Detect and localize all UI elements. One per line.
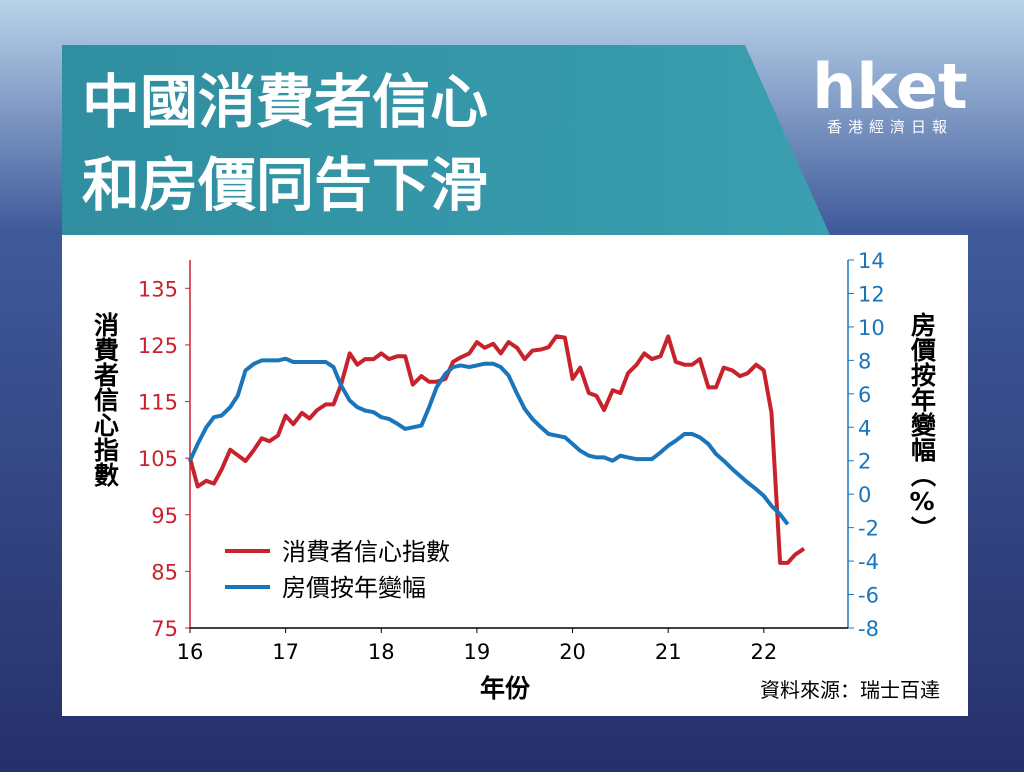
title-line: 和房價同告下滑 bbox=[82, 151, 488, 219]
y2-tick-label: -4 bbox=[858, 550, 879, 574]
logo-subtitle: 香港經濟日報 bbox=[827, 118, 953, 136]
y2-axis-label: 房價按年變幅（%） bbox=[908, 311, 938, 541]
chart: 75 85 95 105 115 125 135 -8 -6 -4 -2 0 2 4 6 8 10 12 14 16 1… bbox=[91, 249, 941, 703]
y2-tick-label: 0 bbox=[858, 483, 871, 507]
y-tick-label: 75 bbox=[151, 617, 178, 641]
y-tick-label: 95 bbox=[151, 504, 178, 528]
y2-tick-label: 8 bbox=[858, 349, 871, 373]
logo: hket bbox=[812, 50, 967, 123]
y2-tick-label: -2 bbox=[858, 517, 879, 541]
y2-tick-label: 12 bbox=[858, 282, 885, 306]
legend-label: 消費者信心指數 bbox=[282, 538, 450, 566]
y-tick-label: 125 bbox=[138, 334, 178, 358]
title-line: 中國消費者信心 bbox=[82, 68, 488, 136]
x-tick-label: 21 bbox=[655, 640, 682, 664]
y2-tick-label: -6 bbox=[858, 584, 879, 608]
data-line bbox=[188, 356, 790, 526]
y-axis-label: 消費者信心指數 bbox=[91, 312, 121, 488]
x-tick-label: 18 bbox=[368, 640, 395, 664]
y2-tick-label: 2 bbox=[858, 450, 871, 474]
data-line bbox=[188, 334, 806, 565]
y-tick-label: 105 bbox=[138, 447, 178, 471]
y-tick-label: 135 bbox=[138, 277, 178, 301]
y2-tick-label: 6 bbox=[858, 383, 871, 407]
x-axis-label: 年份 bbox=[480, 674, 530, 703]
y2-tick-label: 14 bbox=[858, 249, 885, 273]
y-tick-label: 115 bbox=[138, 391, 178, 415]
y-tick-label: 85 bbox=[151, 560, 178, 584]
x-tick-label: 19 bbox=[464, 640, 491, 664]
x-tick-label: 17 bbox=[272, 640, 299, 664]
source: 資料來源：瑞士百達 bbox=[760, 678, 940, 702]
title-banner bbox=[62, 45, 830, 235]
y2-tick-label: 10 bbox=[858, 316, 885, 340]
y2-tick-label: 4 bbox=[858, 416, 871, 440]
y2-tick-label: -8 bbox=[858, 617, 879, 641]
legend-label: 房價按年變幅 bbox=[282, 574, 426, 602]
chart-panel bbox=[62, 235, 968, 716]
x-tick-label: 16 bbox=[177, 640, 204, 664]
x-tick-label: 22 bbox=[750, 640, 777, 664]
x-tick-label: 20 bbox=[559, 640, 586, 664]
